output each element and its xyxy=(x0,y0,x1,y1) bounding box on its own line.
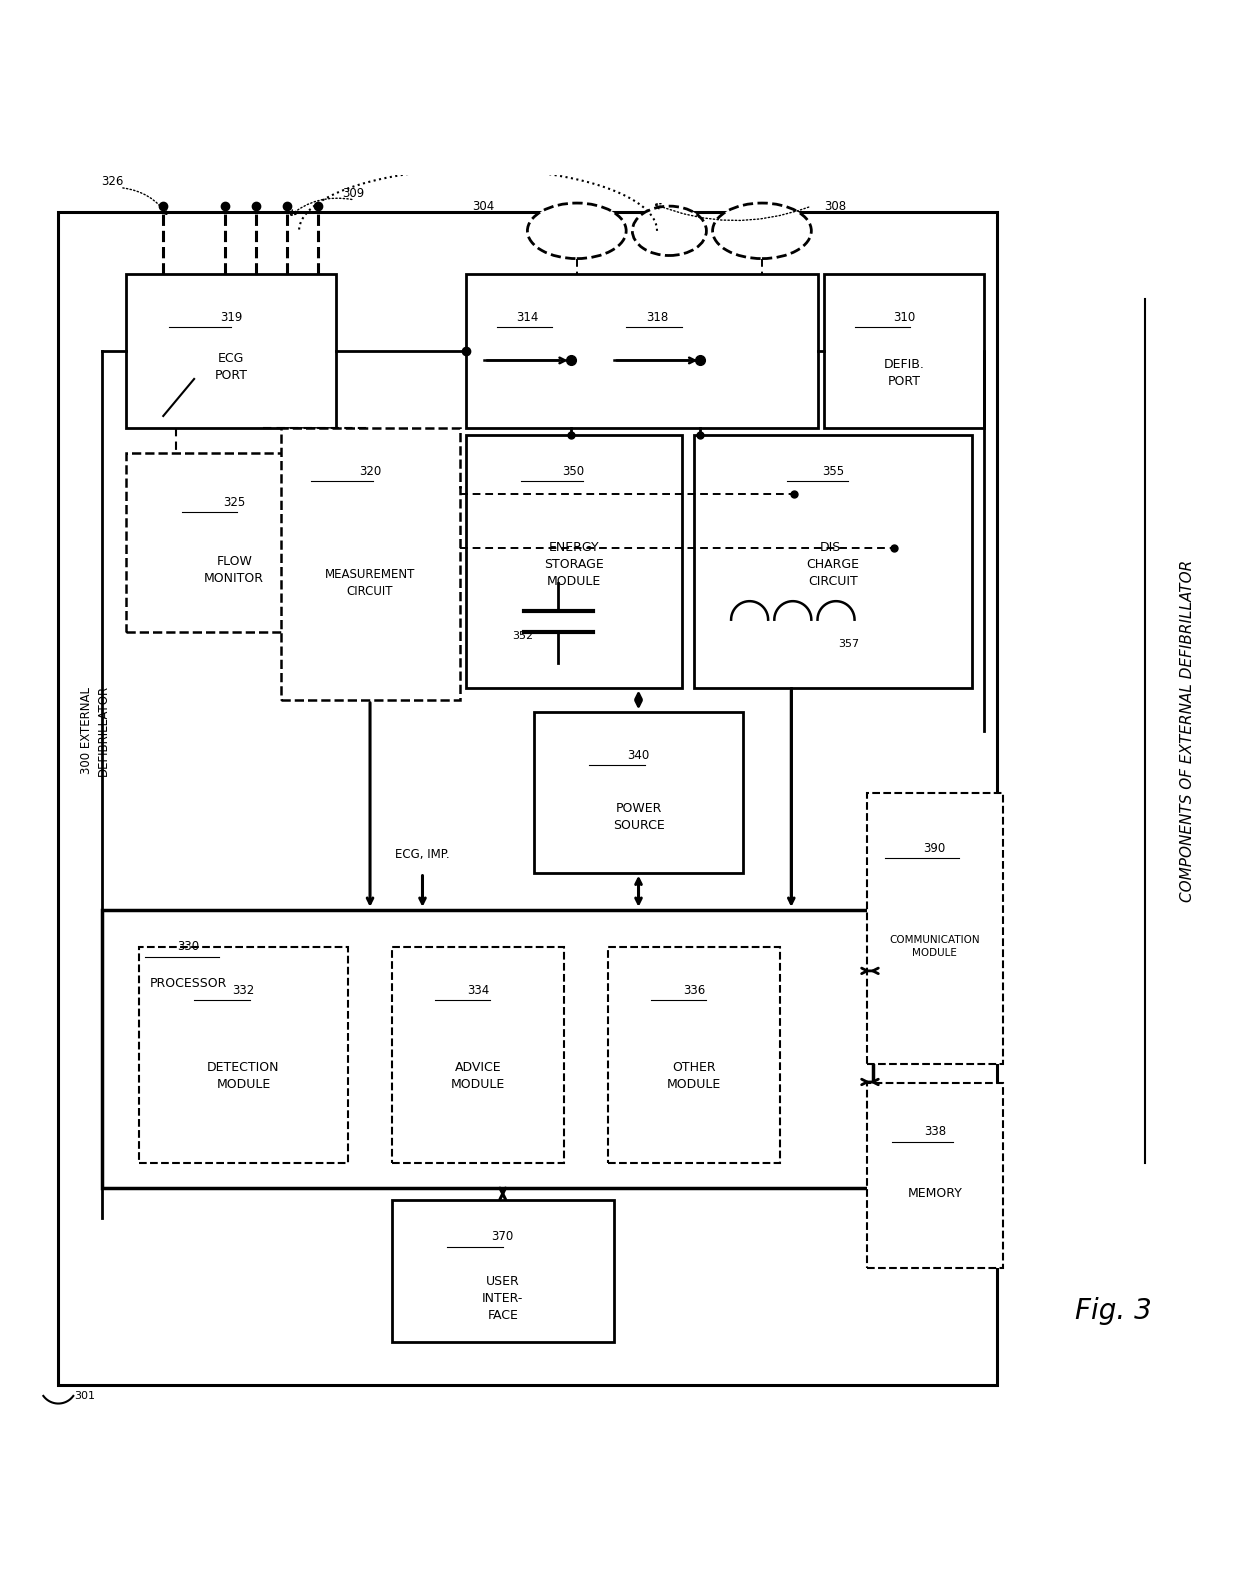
Bar xyxy=(867,1083,1003,1268)
Text: 336: 336 xyxy=(683,984,706,997)
Text: MEMORY: MEMORY xyxy=(908,1187,962,1200)
Bar xyxy=(694,434,972,688)
Text: 332: 332 xyxy=(232,984,254,997)
Bar xyxy=(392,946,564,1163)
Text: 340: 340 xyxy=(627,750,650,762)
Text: OTHER
MODULE: OTHER MODULE xyxy=(667,1062,722,1092)
Text: USER
INTER-
FACE: USER INTER- FACE xyxy=(482,1274,523,1322)
Text: 326: 326 xyxy=(102,174,124,189)
Ellipse shape xyxy=(527,203,626,258)
Text: 325: 325 xyxy=(223,496,246,509)
Bar xyxy=(466,274,817,428)
Text: 320: 320 xyxy=(358,464,381,479)
Bar xyxy=(139,946,348,1163)
Bar xyxy=(102,910,873,1187)
Text: MEASUREMENT
CIRCUIT: MEASUREMENT CIRCUIT xyxy=(325,567,415,598)
Bar xyxy=(58,212,997,1385)
Text: COMPONENTS OF EXTERNAL DEFIBRILLATOR: COMPONENTS OF EXTERNAL DEFIBRILLATOR xyxy=(1180,560,1195,902)
Text: COMMUNICATION
MODULE: COMMUNICATION MODULE xyxy=(889,935,980,959)
Text: 352: 352 xyxy=(512,631,533,640)
Text: 308: 308 xyxy=(823,200,846,212)
Text: FLOW
MONITOR: FLOW MONITOR xyxy=(205,555,264,585)
Text: DETECTION
MODULE: DETECTION MODULE xyxy=(207,1062,280,1092)
Text: 318: 318 xyxy=(646,311,668,323)
Text: 334: 334 xyxy=(467,984,489,997)
Text: DEFIB.
PORT: DEFIB. PORT xyxy=(883,358,924,388)
Bar xyxy=(608,946,780,1163)
Bar xyxy=(533,712,744,873)
Bar xyxy=(126,453,342,632)
Text: 309: 309 xyxy=(342,187,365,200)
Text: 301: 301 xyxy=(74,1392,95,1401)
Ellipse shape xyxy=(632,206,707,255)
Bar xyxy=(823,274,985,428)
Bar xyxy=(280,428,460,701)
Text: Fig. 3: Fig. 3 xyxy=(1075,1297,1152,1325)
Text: 370: 370 xyxy=(491,1230,513,1243)
Text: 310: 310 xyxy=(893,311,915,323)
Text: PROCESSOR: PROCESSOR xyxy=(149,978,227,991)
Bar xyxy=(126,274,336,428)
Text: 355: 355 xyxy=(822,464,844,479)
Text: 338: 338 xyxy=(924,1125,946,1138)
Bar xyxy=(867,792,1003,1064)
Text: 390: 390 xyxy=(924,842,946,854)
Text: 314: 314 xyxy=(516,311,538,323)
Text: 319: 319 xyxy=(219,311,242,323)
Text: ECG, IMP.: ECG, IMP. xyxy=(396,848,450,861)
Text: 300 EXTERNAL
DEFIBRILLATOR: 300 EXTERNAL DEFIBRILLATOR xyxy=(81,685,110,777)
Text: 350: 350 xyxy=(563,464,585,479)
Text: 330: 330 xyxy=(177,940,198,953)
Text: 304: 304 xyxy=(472,200,494,212)
Text: ENERGY
STORAGE
MODULE: ENERGY STORAGE MODULE xyxy=(544,540,604,588)
Text: DIS-
CHARGE
CIRCUIT: DIS- CHARGE CIRCUIT xyxy=(806,540,859,588)
Ellipse shape xyxy=(713,203,811,258)
Text: ECG
PORT: ECG PORT xyxy=(215,352,248,382)
Text: ADVICE
MODULE: ADVICE MODULE xyxy=(451,1062,505,1092)
Bar xyxy=(466,434,682,688)
Text: POWER
SOURCE: POWER SOURCE xyxy=(613,802,665,832)
Text: 357: 357 xyxy=(838,639,859,650)
Bar xyxy=(392,1200,614,1342)
